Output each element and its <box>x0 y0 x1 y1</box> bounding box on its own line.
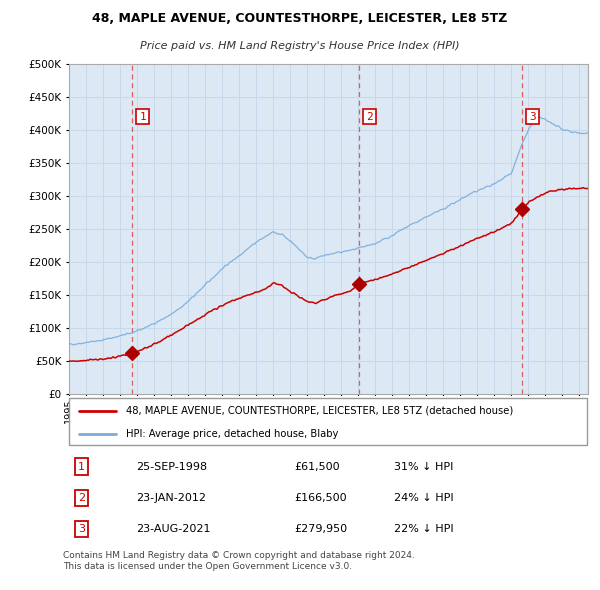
Text: 2: 2 <box>366 112 373 122</box>
Text: 23-AUG-2021: 23-AUG-2021 <box>137 524 211 534</box>
Text: 3: 3 <box>529 112 536 122</box>
Text: 22% ↓ HPI: 22% ↓ HPI <box>394 524 454 534</box>
Text: 1: 1 <box>78 461 85 471</box>
Text: Contains HM Land Registry data © Crown copyright and database right 2024.
This d: Contains HM Land Registry data © Crown c… <box>63 550 415 572</box>
Text: 1: 1 <box>139 112 146 122</box>
Text: 23-JAN-2012: 23-JAN-2012 <box>137 493 206 503</box>
Text: Price paid vs. HM Land Registry's House Price Index (HPI): Price paid vs. HM Land Registry's House … <box>140 41 460 51</box>
Text: £61,500: £61,500 <box>294 461 340 471</box>
Text: 25-SEP-1998: 25-SEP-1998 <box>137 461 208 471</box>
Text: 24% ↓ HPI: 24% ↓ HPI <box>394 493 454 503</box>
Text: £166,500: £166,500 <box>294 493 347 503</box>
Text: HPI: Average price, detached house, Blaby: HPI: Average price, detached house, Blab… <box>126 429 338 439</box>
Text: 48, MAPLE AVENUE, COUNTESTHORPE, LEICESTER, LE8 5TZ (detached house): 48, MAPLE AVENUE, COUNTESTHORPE, LEICEST… <box>126 405 514 415</box>
FancyBboxPatch shape <box>69 398 587 445</box>
Text: £279,950: £279,950 <box>294 524 347 534</box>
Text: 2: 2 <box>78 493 85 503</box>
Text: 48, MAPLE AVENUE, COUNTESTHORPE, LEICESTER, LE8 5TZ: 48, MAPLE AVENUE, COUNTESTHORPE, LEICEST… <box>92 12 508 25</box>
Text: 31% ↓ HPI: 31% ↓ HPI <box>394 461 453 471</box>
Text: 3: 3 <box>78 524 85 534</box>
